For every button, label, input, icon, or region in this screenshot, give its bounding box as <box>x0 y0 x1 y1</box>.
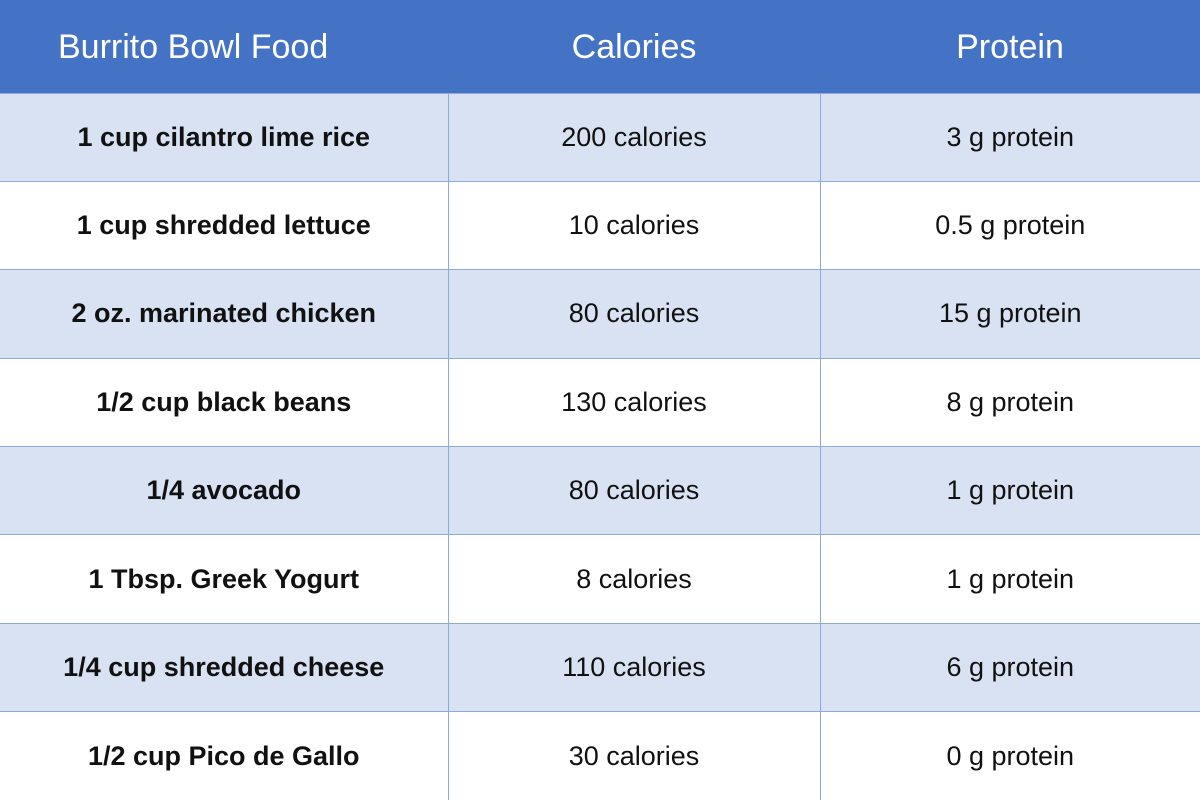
table-row: 1 cup cilantro lime rice 200 calories 3 … <box>0 92 1200 182</box>
protein-cell: 3 g protein <box>819 92 1200 182</box>
calories-cell: 80 calories <box>447 446 820 535</box>
food-cell: 1/4 cup shredded cheese <box>0 622 448 712</box>
calories-cell: 80 calories <box>447 269 820 359</box>
header-protein: Protein <box>820 0 1200 93</box>
protein-cell: 0 g protein <box>819 711 1200 800</box>
calories-cell: 8 calories <box>447 534 820 624</box>
protein-cell: 1 g protein <box>819 534 1200 624</box>
protein-cell: 1 g protein <box>819 446 1200 535</box>
calories-cell: 30 calories <box>447 711 820 800</box>
header-food: Burrito Bowl Food <box>0 0 448 93</box>
food-cell: 1/4 avocado <box>0 446 448 535</box>
food-cell: 1/2 cup black beans <box>0 357 448 447</box>
protein-cell: 15 g protein <box>819 269 1200 359</box>
table-row: 2 oz. marinated chicken 80 calories 15 g… <box>0 269 1200 359</box>
calories-cell: 110 calories <box>447 622 820 712</box>
table-row: 1 cup shredded lettuce 10 calories 0.5 g… <box>0 180 1200 270</box>
calories-cell: 130 calories <box>447 357 820 447</box>
food-cell: 1 cup cilantro lime rice <box>0 92 448 182</box>
table-row: 1/2 cup Pico de Gallo 30 calories 0 g pr… <box>0 711 1200 800</box>
table-row: 1 Tbsp. Greek Yogurt 8 calories 1 g prot… <box>0 534 1200 624</box>
food-cell: 1/2 cup Pico de Gallo <box>0 711 448 800</box>
protein-cell: 8 g protein <box>819 357 1200 447</box>
table-row: 1/4 cup shredded cheese 110 calories 6 g… <box>0 622 1200 712</box>
food-cell: 2 oz. marinated chicken <box>0 269 448 359</box>
table-row: 1/4 avocado 80 calories 1 g protein <box>0 446 1200 535</box>
header-calories: Calories <box>448 0 820 93</box>
calories-cell: 200 calories <box>447 92 820 182</box>
table-header-row: Burrito Bowl Food Calories Protein <box>0 0 1200 93</box>
protein-cell: 0.5 g protein <box>819 180 1200 270</box>
protein-cell: 6 g protein <box>819 622 1200 712</box>
calories-cell: 10 calories <box>447 180 820 270</box>
table-row: 1/2 cup black beans 130 calories 8 g pro… <box>0 357 1200 447</box>
food-cell: 1 cup shredded lettuce <box>0 180 448 270</box>
food-cell: 1 Tbsp. Greek Yogurt <box>0 534 448 624</box>
